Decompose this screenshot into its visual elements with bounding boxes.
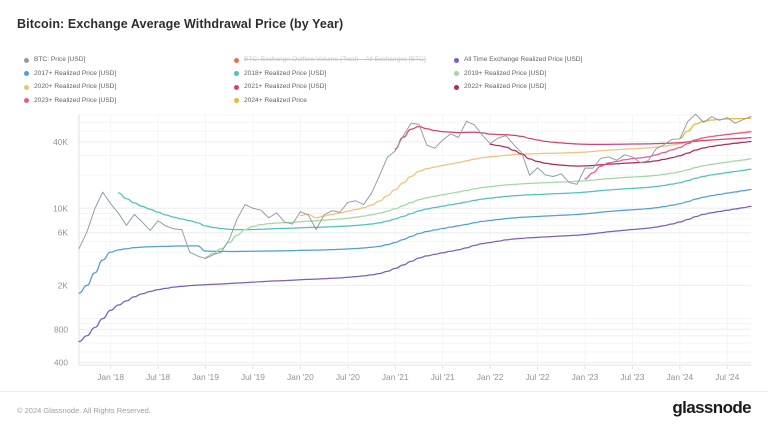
legend-item-label: 2018+ Realized Price [USD] — [244, 69, 327, 77]
plot-background — [79, 115, 751, 365]
copyright-text: © 2024 Glassnode. All Rights Reserved. — [17, 406, 151, 415]
x-axis-tick-label: Jul '23 — [620, 372, 644, 382]
legend-item-label: BTC: Exchange Outflow Volume (Total) – A… — [244, 56, 426, 63]
x-axis-tick-label: Jan '24 — [666, 372, 693, 382]
legend-color-swatch-icon — [24, 84, 29, 90]
x-axis-tick-label: Jul '24 — [715, 372, 739, 382]
series-line — [299, 130, 752, 219]
legend-column-2: BTC: Exchange Outflow Volume (Total) – A… — [234, 56, 454, 105]
chart-legend: BTC: Price [USD] 2017+ Realized Price [US… — [24, 56, 744, 105]
x-axis-tick-label: Jul '22 — [526, 372, 550, 382]
legend-item-label: 2022+ Realized Price [USD] — [464, 83, 547, 90]
footer: © 2024 Glassnode. All Rights Reserved. g… — [0, 391, 768, 432]
legend-item-label: 2020+ Realized Price [USD] — [34, 83, 117, 90]
legend-item[interactable]: 2022+ Realized Price [USD] — [454, 83, 704, 91]
legend-color-swatch-icon — [454, 57, 459, 63]
x-axis-tick-label: Jan '20 — [287, 372, 314, 382]
y-axis-tick-label: 400 — [54, 358, 68, 368]
series-line — [78, 113, 752, 260]
legend-item-label: All Time Exchange Realized Price [USD] — [464, 56, 583, 63]
x-axis-tick-label: Jan '22 — [477, 372, 504, 382]
legend-item[interactable]: 2023+ Realized Price [USD] — [24, 97, 234, 105]
legend-item[interactable]: 2018+ Realized Price [USD] — [234, 70, 454, 78]
legend-item[interactable]: 2019+ Realized Price [USD] — [454, 70, 704, 78]
series-line — [78, 188, 752, 294]
series-line — [117, 168, 752, 231]
y-axis-tick-label: 40K — [53, 137, 68, 147]
legend-item-label: BTC: Price [USD] — [34, 56, 86, 63]
legend-color-swatch-icon — [24, 98, 29, 103]
legend-color-swatch-icon — [234, 84, 239, 90]
chart-plot-area[interactable]: 400 800 2K 6K 10K 40K Jan '18 Jul '18 Jan '19 Jul… — [0, 103, 768, 388]
legend-item-label: 2023+ Realized Price [USD] — [34, 96, 117, 104]
series-line — [489, 140, 752, 167]
y-axis-tick-label: 800 — [54, 324, 68, 334]
glassnode-logo: glassnode — [672, 398, 751, 417]
legend-item[interactable]: BTC: Exchange Outflow Volume (Total) – A… — [234, 56, 454, 64]
legend-color-swatch-icon — [454, 84, 459, 90]
y-axis-tick-label: 10K — [53, 203, 68, 213]
x-axis-tick-label: Jan '21 — [382, 372, 409, 382]
page-title: Bitcoin: Exchange Average Withdrawal Pri… — [17, 17, 344, 31]
legend-item[interactable]: BTC: Price [USD] — [24, 56, 234, 64]
x-axis-tick-label: Jul '18 — [146, 372, 170, 382]
legend-item-label: 2017+ Realized Price [USD] — [34, 69, 117, 77]
legend-item[interactable]: All Time Exchange Realized Price [USD] — [454, 56, 704, 64]
legend-column-1: BTC: Price [USD] 2017+ Realized Price [US… — [24, 56, 234, 105]
legend-item[interactable]: 2024+ Realized Price — [234, 97, 454, 105]
x-axis-tick-label: Jan '18 — [97, 372, 124, 382]
legend-color-swatch-icon — [234, 98, 239, 103]
legend-color-swatch-icon — [24, 71, 29, 76]
legend-item[interactable]: 2020+ Realized Price [USD] — [24, 83, 234, 91]
y-axis-tick-label: 2K — [58, 280, 69, 290]
legend-color-swatch-icon — [234, 57, 239, 63]
x-axis-tick-label: Jul '20 — [336, 372, 360, 382]
chart-svg: 400 800 2K 6K 10K 40K Jan '18 Jul '18 Jan '19 Jul… — [53, 113, 752, 382]
series-line — [679, 117, 752, 139]
series-line — [78, 205, 752, 343]
series-line — [204, 158, 752, 258]
legend-item[interactable]: 2017+ Realized Price [USD] — [24, 70, 234, 78]
x-axis-tick-label: Jan '19 — [192, 372, 219, 382]
legend-color-swatch-icon — [234, 71, 239, 76]
legend-item[interactable]: 2021+ Realized Price [USD] — [234, 83, 454, 91]
x-axis-tick-label: Jan '23 — [572, 372, 599, 382]
legend-column-3: All Time Exchange Realized Price [USD] 20… — [454, 56, 704, 105]
legend-item-label: 2024+ Realized Price — [244, 96, 307, 104]
legend-item-label: 2019+ Realized Price [USD] — [464, 69, 547, 77]
legend-item-label: 2021+ Realized Price [USD] — [244, 83, 327, 90]
x-axis-tick-label: Jul '19 — [241, 372, 265, 382]
legend-color-swatch-icon — [24, 57, 29, 63]
y-axis-tick-label: 6K — [58, 228, 69, 238]
series-line — [584, 131, 752, 180]
legend-color-swatch-icon — [454, 71, 459, 76]
x-axis-tick-label: Jul '21 — [431, 372, 455, 382]
